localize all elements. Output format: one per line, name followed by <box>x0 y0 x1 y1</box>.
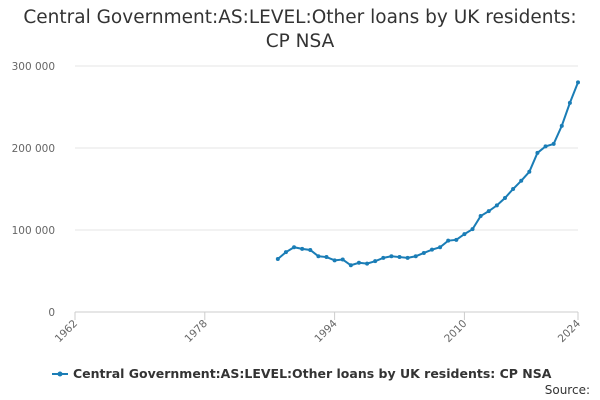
data-point <box>478 214 483 219</box>
y-tick-label: 300 000 <box>12 61 55 73</box>
legend-swatch-dot <box>57 371 63 377</box>
y-tick-label: 200 000 <box>12 143 55 155</box>
data-point <box>397 255 402 260</box>
data-point <box>438 245 443 250</box>
x-tick-label: 1978 <box>183 318 210 345</box>
data-point <box>381 255 386 260</box>
data-point <box>462 232 467 237</box>
data-point <box>486 209 491 214</box>
data-point <box>316 254 321 259</box>
x-tick-label: 1994 <box>312 317 340 345</box>
data-point <box>421 250 426 255</box>
data-point <box>502 196 507 201</box>
data-point <box>300 246 305 251</box>
data-point <box>324 255 329 260</box>
x-tick-label: 1962 <box>53 318 80 345</box>
data-point <box>365 261 370 266</box>
data-point <box>543 144 548 149</box>
data-point <box>405 255 410 260</box>
data-point <box>340 257 345 262</box>
data-point <box>511 187 516 191</box>
source: Source: <box>545 383 590 397</box>
data-point <box>470 227 475 232</box>
data-point <box>454 237 459 242</box>
data-point <box>519 178 524 183</box>
legend: Central Government:AS:LEVEL:Other loans … <box>52 366 552 381</box>
legend-label: Central Government:AS:LEVEL:Other loans … <box>73 366 552 381</box>
data-point <box>275 257 280 262</box>
data-point <box>567 100 572 105</box>
data-point <box>356 260 361 265</box>
data-point <box>373 259 378 264</box>
data-point <box>576 80 580 85</box>
data-point <box>494 203 499 208</box>
data-point <box>308 248 313 253</box>
data-point <box>551 141 556 146</box>
data-point <box>283 250 288 255</box>
y-tick-label: 0 <box>48 307 55 319</box>
y-tick-label: 100 000 <box>12 225 55 237</box>
chart-title: Central Government:AS:LEVEL:Other loans … <box>23 7 577 52</box>
x-tick-label: 2024 <box>556 317 584 345</box>
data-point <box>348 263 353 268</box>
data-point <box>527 169 532 174</box>
data-point <box>429 247 434 252</box>
series-line <box>277 82 579 267</box>
data-point <box>413 254 418 259</box>
data-point <box>559 123 564 128</box>
data-point <box>446 238 451 243</box>
data-point <box>535 150 540 155</box>
data-point <box>292 245 297 250</box>
data-point <box>332 258 337 263</box>
data-point <box>389 254 394 259</box>
x-tick-label: 2010 <box>442 318 469 345</box>
